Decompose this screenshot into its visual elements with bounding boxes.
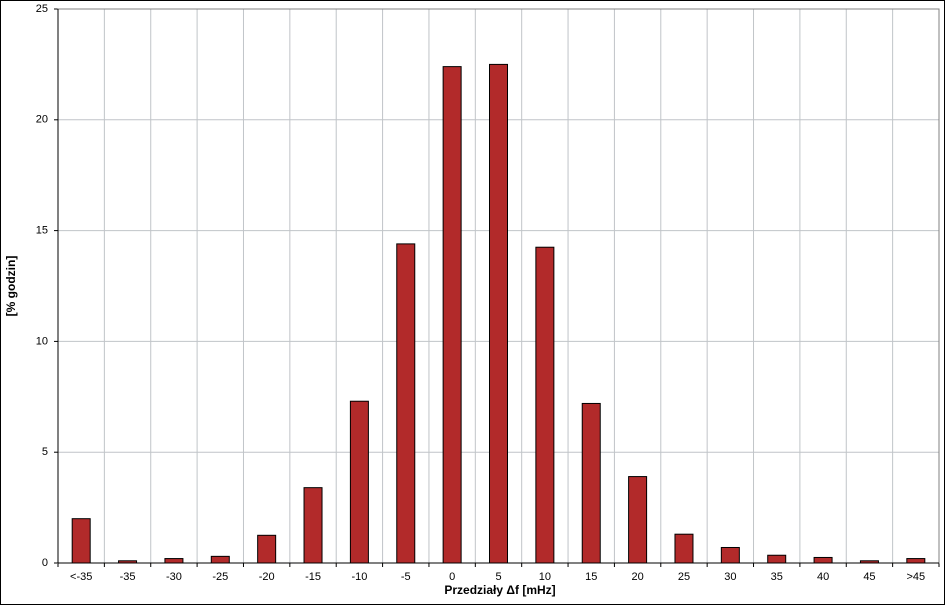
bar — [628, 476, 648, 564]
bar — [71, 518, 91, 564]
x-tick-label: -15 — [305, 571, 321, 583]
x-tick-label: 20 — [631, 571, 643, 583]
bar — [396, 243, 416, 564]
x-tick-label: 40 — [817, 571, 829, 583]
x-tick-label: -10 — [351, 571, 367, 583]
y-tick-label: 25 — [36, 3, 48, 15]
x-tick-label: 10 — [539, 571, 551, 583]
x-tick-label: -5 — [401, 571, 411, 583]
y-tick-label: 0 — [42, 557, 48, 569]
bar — [767, 554, 787, 564]
x-tick-label: -35 — [120, 571, 136, 583]
bar — [720, 546, 740, 564]
bar — [349, 400, 369, 564]
bar — [906, 558, 926, 564]
x-tick-label: 30 — [724, 571, 736, 583]
y-tick-label: 5 — [42, 446, 48, 458]
x-tick-label: 15 — [585, 571, 597, 583]
y-tick-label: 15 — [36, 225, 48, 237]
bar — [442, 66, 462, 564]
x-tick-label: 5 — [495, 571, 501, 583]
x-tick-label: -25 — [212, 571, 228, 583]
bar — [210, 555, 230, 564]
bar — [164, 558, 184, 564]
x-tick-label: 25 — [678, 571, 690, 583]
x-tick-label: 45 — [863, 571, 875, 583]
bar — [489, 63, 508, 564]
x-tick-label: >45 — [906, 571, 925, 583]
bar — [303, 487, 323, 564]
y-tick-label: 10 — [36, 335, 48, 347]
bar — [257, 534, 277, 564]
y-axis-label: [% godzin] — [4, 256, 18, 317]
y-tick-label: 20 — [36, 114, 48, 126]
x-axis-label: Przedziały Δf [mHz] — [444, 583, 555, 597]
x-tick-label: -20 — [259, 571, 275, 583]
bar — [535, 246, 555, 564]
x-tick-label: 35 — [771, 571, 783, 583]
bar — [581, 402, 601, 564]
bar — [674, 533, 694, 564]
x-tick-label: <-35 — [70, 571, 92, 583]
x-tick-label: 0 — [449, 571, 455, 583]
x-tick-label: -30 — [166, 571, 182, 583]
bar — [813, 556, 833, 564]
